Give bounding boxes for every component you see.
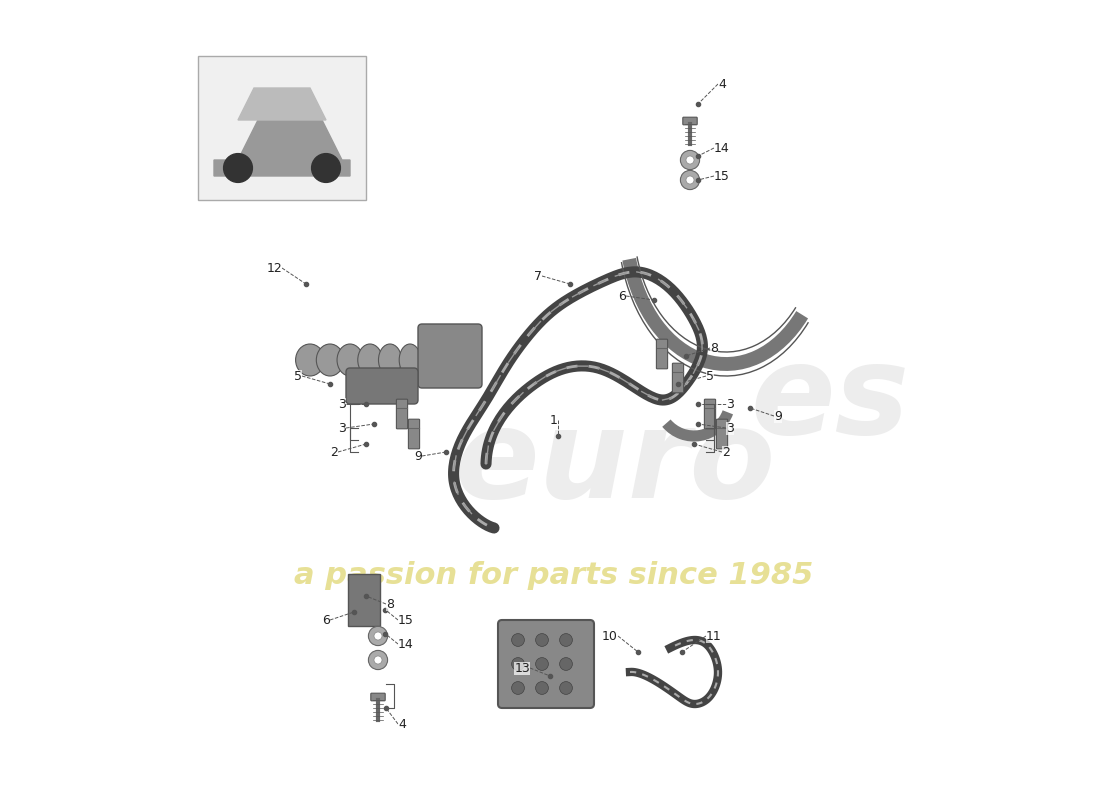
Text: es: es [750,339,909,461]
Text: 10: 10 [602,630,618,642]
Circle shape [374,632,382,640]
Text: 8: 8 [710,342,718,354]
Circle shape [560,634,572,646]
Text: 5: 5 [706,370,714,382]
FancyBboxPatch shape [498,620,594,708]
FancyBboxPatch shape [418,324,482,388]
FancyBboxPatch shape [657,339,668,369]
Circle shape [560,682,572,694]
Text: 8: 8 [386,598,394,610]
Circle shape [536,634,549,646]
Text: 15: 15 [398,614,414,626]
FancyBboxPatch shape [716,419,727,449]
FancyBboxPatch shape [396,399,408,429]
FancyBboxPatch shape [683,118,697,125]
Text: 3: 3 [726,398,734,410]
Text: a passion for parts since 1985: a passion for parts since 1985 [294,562,813,590]
Circle shape [368,650,387,670]
Text: 14: 14 [398,638,414,650]
Text: 4: 4 [398,718,406,730]
Ellipse shape [296,344,324,376]
Text: 9: 9 [414,450,422,462]
FancyBboxPatch shape [346,368,418,404]
Ellipse shape [337,344,363,376]
Circle shape [536,682,549,694]
FancyBboxPatch shape [349,574,379,626]
FancyBboxPatch shape [198,56,366,200]
Text: 3: 3 [726,422,734,434]
FancyBboxPatch shape [408,419,419,449]
Text: 5: 5 [294,370,302,382]
Text: 11: 11 [706,630,722,642]
Ellipse shape [399,344,421,376]
Polygon shape [214,112,350,176]
Text: 14: 14 [714,142,729,154]
Circle shape [512,634,525,646]
FancyBboxPatch shape [704,399,716,429]
Circle shape [681,150,700,170]
Text: 2: 2 [722,446,730,458]
Text: 6: 6 [618,290,626,302]
Circle shape [512,682,525,694]
Text: euro: euro [454,403,776,525]
Ellipse shape [420,344,440,376]
Text: 9: 9 [774,410,782,422]
FancyBboxPatch shape [371,693,385,701]
Circle shape [560,658,572,670]
FancyBboxPatch shape [672,363,683,393]
Circle shape [223,154,252,182]
Ellipse shape [317,344,343,376]
Text: 7: 7 [534,270,542,282]
Circle shape [374,656,382,664]
Circle shape [686,156,694,164]
Polygon shape [238,88,326,120]
Ellipse shape [378,344,402,376]
Text: 15: 15 [714,170,730,182]
Circle shape [681,170,700,190]
Ellipse shape [358,344,382,376]
Text: 1: 1 [550,414,558,426]
Text: 13: 13 [515,662,530,674]
Text: 4: 4 [718,78,726,90]
Circle shape [512,658,525,670]
Circle shape [536,658,549,670]
Text: 3: 3 [338,422,346,434]
Text: 6: 6 [322,614,330,626]
Text: 12: 12 [266,262,282,274]
Text: 3: 3 [338,398,346,410]
Text: 2: 2 [330,446,338,458]
Circle shape [311,154,340,182]
Circle shape [368,626,387,646]
Circle shape [686,176,694,184]
